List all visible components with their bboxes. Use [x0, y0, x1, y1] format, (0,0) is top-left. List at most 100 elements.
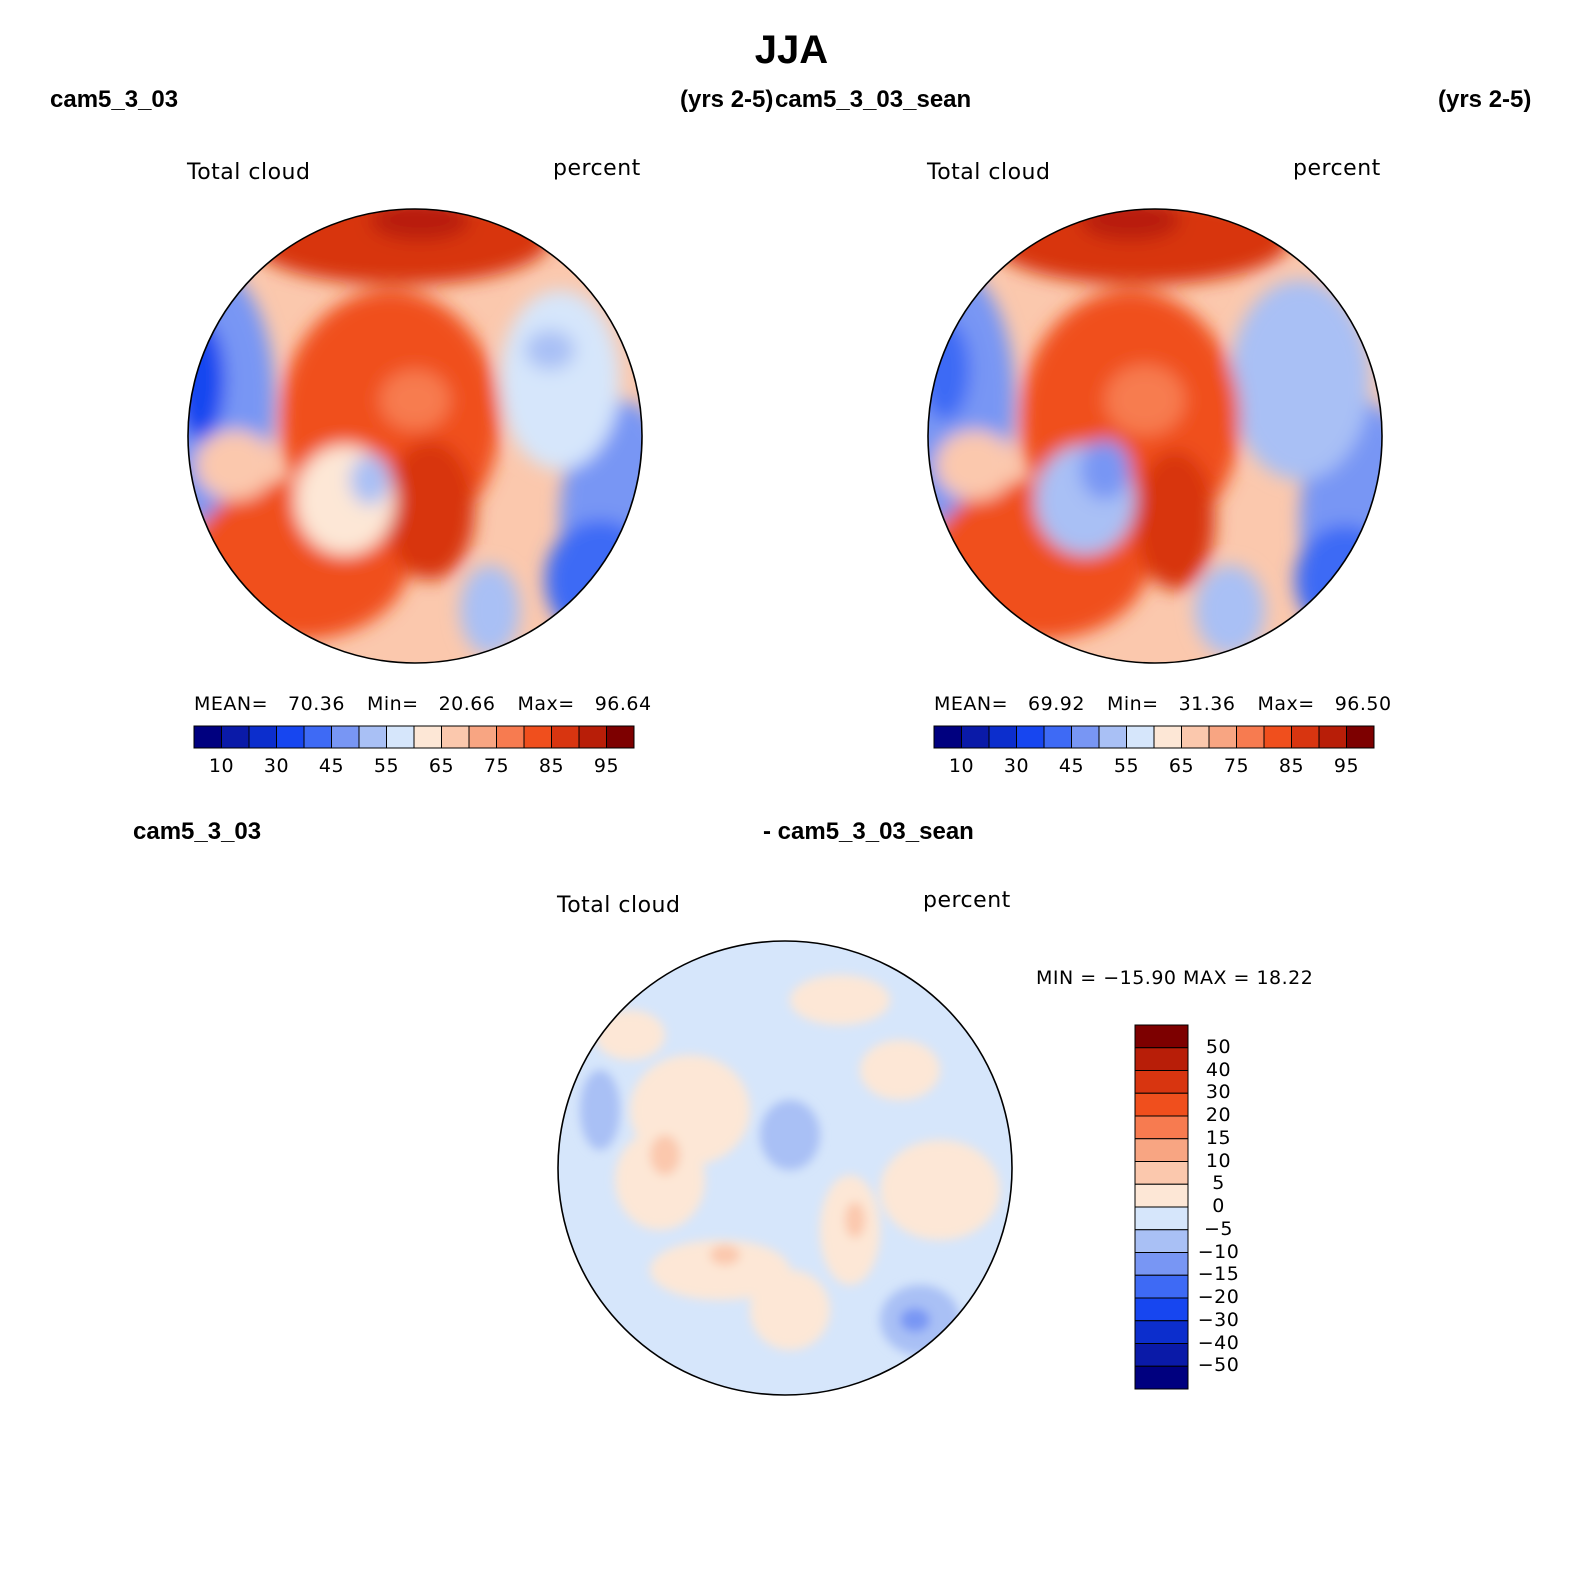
- colorbar3-tick-label: 15: [1205, 1126, 1232, 1149]
- colorbar1-swatch: [468, 725, 497, 749]
- colorbar1-swatch: [358, 725, 387, 749]
- colorbar1-swatch: [496, 725, 525, 749]
- diff-label-left: cam5_3_03: [133, 818, 262, 845]
- colorbar3-tick-label: −10: [1197, 1240, 1240, 1263]
- map-panel-1: [187, 208, 643, 664]
- panel1-max-value: 96.64: [594, 693, 652, 715]
- colorbar3-tick-label: −40: [1197, 1331, 1240, 1354]
- colorbar2-swatch: [1071, 725, 1100, 749]
- colorbar3-tick-label: −20: [1197, 1286, 1240, 1308]
- colorbar2-tick-label: 45: [1058, 755, 1085, 777]
- colorbar3-swatch: [1134, 1047, 1189, 1071]
- colorbar3-swatch: [1134, 1252, 1189, 1276]
- colorbar3-swatch: [1134, 1229, 1189, 1253]
- colorbar2-swatch: [1181, 725, 1210, 749]
- colorbar1-tick-label: 55: [373, 755, 400, 777]
- panel2-min-value: 31.36: [1178, 693, 1236, 715]
- colorbar3-swatch: [1134, 1161, 1189, 1185]
- colorbar2-swatch: [1263, 725, 1292, 749]
- colorbar2-tick-label: 30: [1003, 755, 1030, 777]
- colorbar3-tick-label: 30: [1205, 1081, 1232, 1104]
- colorbar1-tick-label: 10: [208, 755, 235, 777]
- colorbar3-tick-label: 20: [1205, 1104, 1232, 1126]
- colorbar2-swatch: [1236, 725, 1265, 749]
- colorbar3-swatch: [1134, 1115, 1189, 1140]
- colorbar2-swatch: [1346, 725, 1375, 749]
- panel1-variable: Total cloud: [187, 160, 311, 185]
- colorbar1-swatch: [276, 725, 305, 749]
- colorbar1-tick-label: 45: [318, 755, 345, 777]
- panel1-max-label: Max=: [517, 693, 575, 715]
- colorbar2-tick-label: 85: [1278, 755, 1305, 777]
- panel2-field: [928, 209, 1382, 663]
- panel2-min-label: Min=: [1106, 693, 1159, 715]
- colorbar3-tick-label: −50: [1197, 1354, 1240, 1377]
- colorbar3-tick-label: −30: [1197, 1308, 1240, 1331]
- colorbar3-tick-label: −15: [1197, 1263, 1240, 1286]
- colorbar1-swatch: [331, 725, 360, 749]
- colorbar-panel-1: [193, 725, 635, 749]
- panel1-mean-value: 70.36: [288, 693, 345, 715]
- panel1-units: percent: [553, 156, 641, 181]
- colorbar1-swatch: [413, 725, 442, 749]
- colorbar1-tick-label: 75: [483, 755, 510, 777]
- colorbar1-swatch: [523, 725, 552, 749]
- colorbar3-swatch: [1134, 1070, 1189, 1094]
- colorbar1-swatch: [193, 725, 222, 749]
- panel2-units: percent: [1293, 156, 1381, 181]
- map-panel-3: [557, 940, 1013, 1396]
- colorbar2-swatch: [988, 725, 1017, 749]
- figure-title: JJA: [754, 28, 829, 72]
- colorbar3-tick-label: 5: [1212, 1172, 1225, 1195]
- colorbar1-swatch: [606, 725, 635, 749]
- colorbar3-tick-label: 50: [1205, 1035, 1232, 1058]
- colorbar2-swatch: [1126, 725, 1155, 749]
- colorbar1-tick-label: 85: [538, 755, 565, 777]
- colorbar2-swatch: [933, 725, 962, 749]
- panel3-field: [558, 941, 1012, 1395]
- colorbar3-swatch: [1134, 1274, 1189, 1299]
- panel1-mean-label: MEAN=: [194, 693, 269, 715]
- colorbar-panel-3: [1134, 1024, 1189, 1390]
- colorbar2-swatch: [1153, 725, 1182, 749]
- years-label-left: (yrs 2-5): [680, 86, 774, 113]
- panel2-variable: Total cloud: [927, 160, 1051, 185]
- colorbar2-swatch: [1098, 725, 1127, 749]
- colorbar3-tick-label: −5: [1203, 1217, 1233, 1240]
- diff-label-right: - cam5_3_03_sean: [763, 818, 974, 845]
- run-label-left: cam5_3_03: [50, 86, 179, 113]
- years-label-right: (yrs 2-5): [1438, 86, 1532, 113]
- panel2-mean-label: MEAN=: [934, 693, 1009, 715]
- colorbar1-swatch: [441, 725, 470, 749]
- run-label-right: cam5_3_03_sean: [775, 86, 972, 113]
- colorbar2-tick-label: 95: [1333, 755, 1360, 777]
- colorbar2-swatch: [1318, 725, 1347, 749]
- colorbar3-tick-label: 10: [1205, 1149, 1232, 1172]
- colorbar3-swatch: [1134, 1365, 1189, 1390]
- colorbar1-swatch: [551, 725, 580, 749]
- colorbar1-swatch: [386, 725, 415, 749]
- panel2-max-label: Max=: [1257, 693, 1315, 715]
- colorbar3-swatch: [1134, 1297, 1189, 1322]
- colorbar2-tick-label: 65: [1168, 755, 1195, 777]
- colorbar3-tick-label: 40: [1205, 1058, 1232, 1081]
- panel2-stats: MEAN= 69.92 Min= 31.36 Max= 96.50: [934, 693, 1392, 715]
- colorbar3-swatch: [1134, 1138, 1189, 1162]
- colorbar3-swatch: [1134, 1320, 1189, 1344]
- panel1-map-border: [187, 208, 643, 664]
- colorbar2-swatch: [1208, 725, 1237, 749]
- colorbar2-swatch: [1043, 725, 1072, 749]
- panel1-min-value: 20.66: [438, 693, 496, 715]
- colorbar3-swatch: [1134, 1092, 1189, 1117]
- panel2-map-border: [927, 208, 1383, 664]
- colorbar3-swatch: [1134, 1183, 1189, 1208]
- colorbar-panel-2: [933, 725, 1375, 749]
- colorbar3-swatch: [1134, 1206, 1189, 1231]
- colorbar2-tick-label: 75: [1223, 755, 1250, 777]
- colorbar1-swatch: [578, 725, 607, 749]
- colorbar2-tick-label: 55: [1113, 755, 1140, 777]
- colorbar2-swatch: [1291, 725, 1320, 749]
- colorbar1-tick-label: 30: [263, 755, 290, 777]
- colorbar1-tick-label: 65: [428, 755, 455, 777]
- panel3-variable: Total cloud: [557, 893, 681, 918]
